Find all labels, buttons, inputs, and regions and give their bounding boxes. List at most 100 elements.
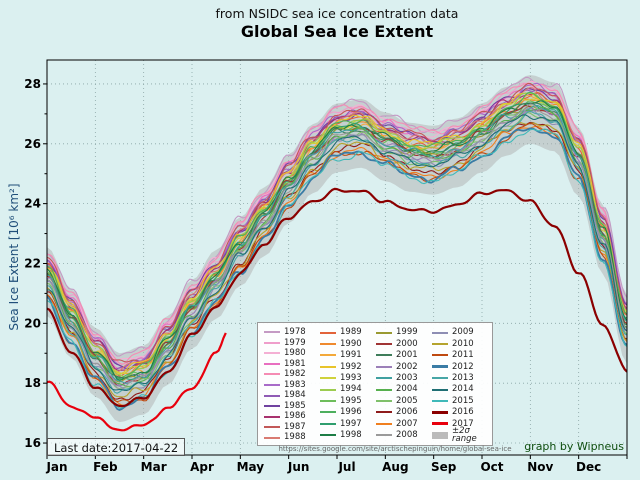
series-2017 [47, 332, 227, 432]
x-tick-label: Sep [431, 460, 457, 474]
legend-year-label: 1987 [284, 421, 306, 432]
legend-year-label: 2017 [452, 418, 474, 429]
x-tick-label: Apr [190, 460, 214, 474]
legend-line-swatch [264, 331, 280, 334]
legend-line-swatch [376, 388, 392, 391]
y-tick-label: 20 [24, 316, 41, 330]
legend-item: 1990 [320, 338, 376, 349]
legend-line-swatch [376, 377, 392, 380]
legend-item: 1998 [320, 430, 376, 441]
series-2013 [47, 110, 627, 394]
series-2014 [47, 114, 627, 392]
legend-item: 1983 [264, 380, 320, 391]
legend-line-swatch [320, 388, 336, 391]
legend-year-label: 1989 [340, 327, 362, 338]
legend-item: 1992 [320, 361, 376, 372]
legend-year-label: 2010 [452, 338, 474, 349]
legend-year-label: 2003 [396, 373, 418, 383]
legend-line-swatch [320, 400, 336, 403]
legend-item: 2016 [432, 407, 488, 418]
legend-line-swatch [432, 422, 448, 426]
legend-line-swatch [320, 434, 336, 437]
series-2016 [47, 187, 627, 408]
x-tick-label: Aug [382, 460, 408, 474]
legend-item: 1997 [320, 418, 376, 429]
x-tick-label: Oct [480, 460, 503, 474]
legend-item: 2000 [376, 338, 432, 349]
legend-year-label: 2005 [396, 395, 418, 406]
legend-line-swatch [320, 377, 336, 380]
x-tick-label: Jan [45, 460, 67, 474]
legend-item: 1995 [320, 395, 376, 406]
legend-line-swatch [376, 354, 392, 357]
legend-column: 1978 1979 1980 1981 1982 1983 1984 1985 1986 1987… [264, 327, 320, 443]
legend-year-label: 1981 [284, 358, 306, 369]
legend-item: 2003 [376, 373, 432, 384]
legend-year-label: 2006 [396, 407, 418, 418]
series-1996 [47, 91, 627, 380]
series-2005 [47, 112, 627, 390]
legend-year-label: 1979 [284, 337, 306, 348]
series-1998 [47, 100, 627, 381]
legend-item: 1986 [264, 411, 320, 422]
legend-band-swatch [432, 431, 448, 439]
legend-item: 2013 [432, 373, 488, 384]
legend-line-swatch [264, 426, 280, 429]
legend-line-swatch [264, 341, 280, 344]
legend-year-label: 1998 [340, 429, 362, 440]
legend-item: 1999 [376, 327, 432, 338]
legend-item: 1987 [264, 422, 320, 433]
chart-subtitle: from NSIDC sea ice concentration data [215, 6, 459, 21]
legend-item: 1991 [320, 350, 376, 361]
x-tick-label: Jul [337, 460, 355, 474]
legend-year-label: 2014 [452, 384, 474, 395]
legend-band-label: ±2σ range [452, 425, 477, 445]
legend-item: 2014 [432, 384, 488, 395]
y-tick-label: 24 [24, 197, 41, 211]
legend-item: 1993 [320, 373, 376, 384]
legend-item: 2008 [376, 430, 432, 441]
series-1980 [47, 80, 627, 361]
legend-year-label: 2009 [452, 327, 474, 338]
legend-line-swatch [432, 343, 448, 346]
legend-year-label: 1984 [284, 390, 306, 401]
legend-year-label: 1994 [340, 384, 362, 395]
legend-item: 2007 [376, 418, 432, 429]
two-sigma-band [47, 75, 627, 423]
legend-line-swatch [264, 415, 280, 418]
legend-item: 1980 [264, 348, 320, 359]
series-2011 [47, 122, 627, 403]
legend-line-swatch [264, 384, 280, 386]
legend-year-label: 2011 [452, 350, 474, 361]
legend-item: 2006 [376, 407, 432, 418]
legend-line-swatch [432, 400, 448, 403]
legend-year-label: 2012 [452, 361, 474, 372]
legend-item: 1989 [320, 327, 376, 338]
source-url: https://sites.google.com/site/arctischep… [278, 445, 512, 453]
series-2012 [47, 127, 627, 411]
legend-item: 1985 [264, 401, 320, 412]
legend-item-band: ±2σ range [432, 425, 488, 445]
series-1983 [47, 82, 627, 369]
legend-item: 1978 [264, 327, 320, 338]
legend-line-swatch [432, 331, 448, 334]
legend-line-swatch [376, 422, 392, 425]
series-1994 [47, 92, 627, 378]
legend-line-swatch [320, 422, 336, 425]
legend-year-label: 2004 [396, 384, 418, 395]
legend-line-swatch [264, 373, 280, 376]
legend-item: 1982 [264, 369, 320, 380]
legend-line-swatch [376, 434, 392, 437]
legend-year-label: 2002 [396, 361, 418, 372]
legend-item: 1988 [264, 432, 320, 443]
legend-year-label: 1980 [284, 348, 306, 359]
legend-year-label: 2007 [396, 418, 418, 429]
series-2004 [47, 106, 627, 388]
series-1982 [47, 82, 627, 365]
legend-item: 2011 [432, 350, 488, 361]
legend-line-swatch [432, 388, 448, 391]
y-tick-label: 28 [24, 77, 41, 91]
series-2008 [47, 103, 627, 390]
legend-item: 1979 [264, 338, 320, 349]
last-date-box: Last date:2017-04-22 [47, 438, 186, 456]
